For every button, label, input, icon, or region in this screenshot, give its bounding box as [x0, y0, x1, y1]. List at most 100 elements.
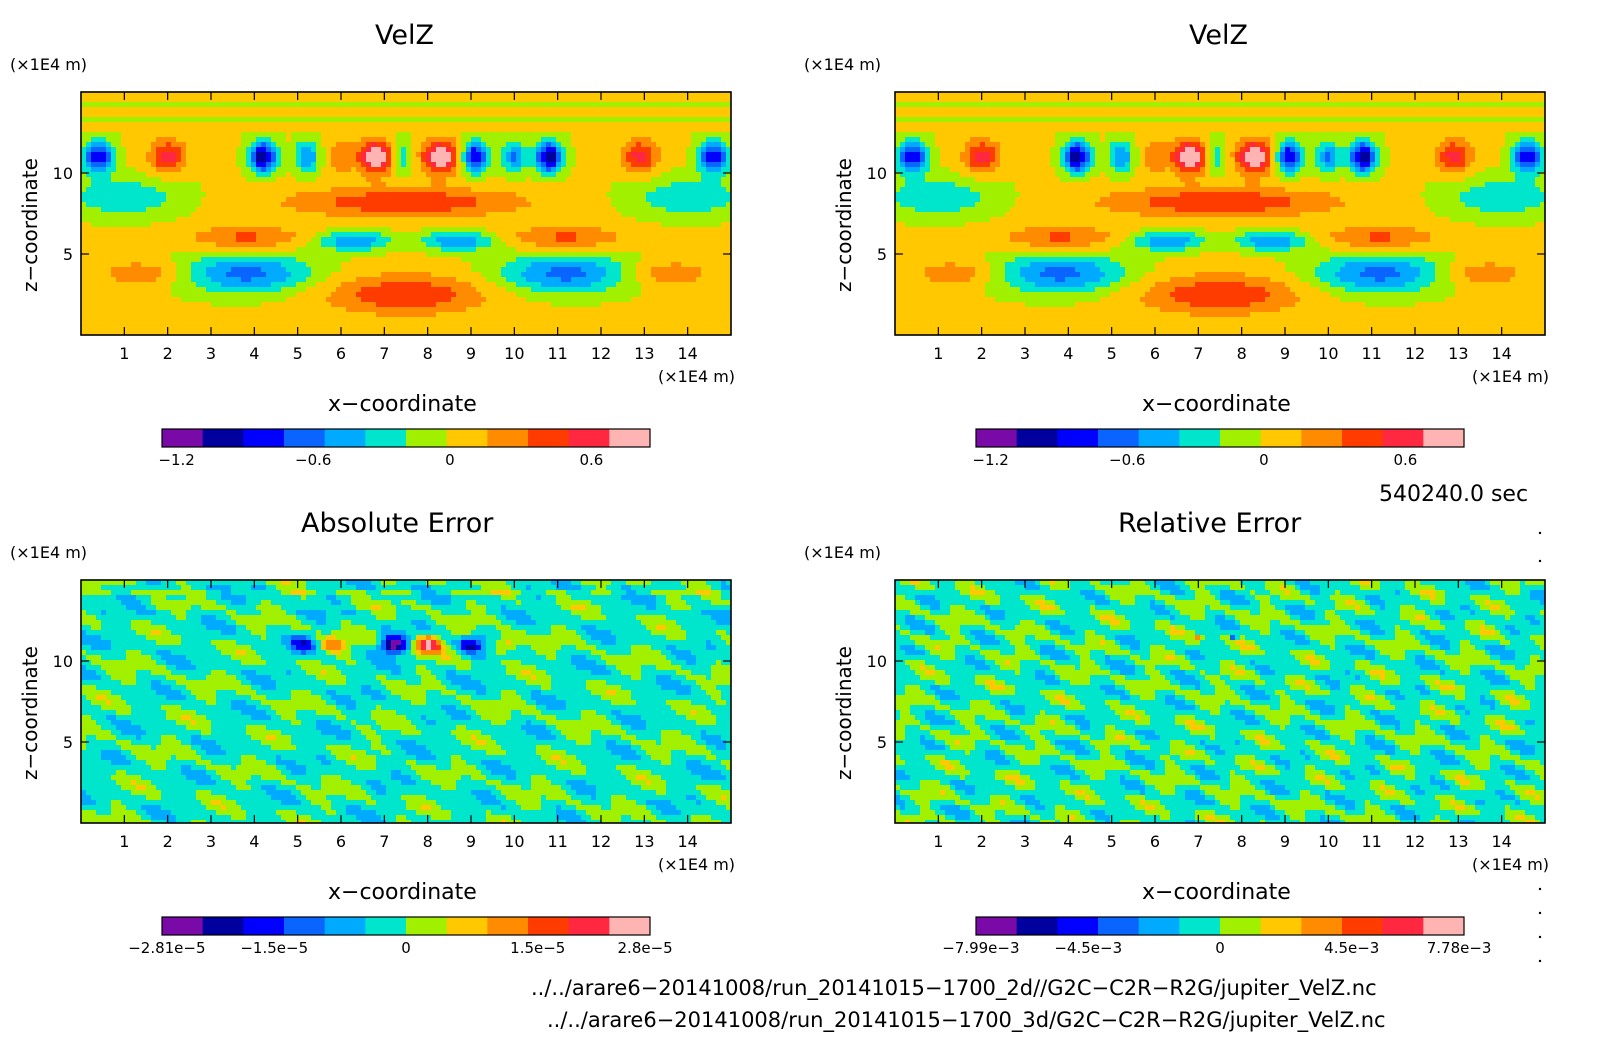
contour-cell: [106, 147, 112, 153]
contour-cell: [266, 152, 272, 158]
contour-cell: [1085, 147, 1091, 153]
contour-cell: [1505, 675, 1511, 681]
contour-cell: [1360, 157, 1371, 163]
x-tick-label: 6: [1150, 344, 1160, 363]
contour-cell: [905, 735, 921, 741]
contour-cell: [201, 745, 222, 751]
contour-cell: [86, 735, 97, 741]
contour-cell: [935, 630, 946, 636]
contour-cell: [336, 202, 477, 208]
contour-cell: [476, 690, 487, 696]
contour-cell: [726, 152, 731, 158]
colorbar-swatch: [1016, 429, 1058, 447]
contour-cell: [461, 132, 572, 138]
contour-cell: [641, 257, 731, 263]
contour-cell: [975, 715, 986, 721]
contour-cell: [1005, 810, 1031, 816]
contour-cell: [271, 705, 337, 711]
contour-cell: [651, 162, 657, 168]
contour-cell: [696, 152, 702, 158]
contour-cell: [1020, 287, 1096, 293]
colorbar-tick-label: 0.6: [1394, 451, 1418, 469]
x-unit-label: (×1E4 m): [1472, 855, 1550, 874]
contour-cell: [1145, 292, 1171, 298]
contour-cell: [556, 137, 572, 143]
contour-cell: [1525, 615, 1536, 621]
contour-cell: [171, 257, 202, 263]
contour-cell: [111, 162, 117, 168]
contour-cell: [1050, 740, 1056, 746]
contour-cell: [1200, 147, 1206, 153]
contour-cell: [81, 247, 297, 253]
contour-cell: [1525, 765, 1545, 771]
contour-cell: [416, 780, 432, 786]
contour-cell: [251, 630, 267, 636]
contour-cell: [316, 152, 327, 158]
contour-cell: [1295, 302, 1366, 308]
contour-cell: [431, 605, 467, 611]
contour-cell: [925, 665, 936, 671]
contour-cell: [1500, 147, 1511, 153]
contour-cell: [281, 147, 297, 153]
contour-cell: [1355, 665, 1386, 671]
contour-cell: [895, 765, 936, 771]
contour-cell: [1435, 262, 1451, 268]
contour-cell: [1065, 610, 1091, 616]
contour-cell: [456, 705, 472, 711]
contour-cell: [311, 635, 317, 641]
contour-cell: [616, 765, 637, 771]
contour-cell: [711, 815, 731, 821]
contour-cell: [626, 590, 637, 596]
contour-cell: [261, 740, 292, 746]
contour-cell: [251, 715, 272, 721]
contour-cell: [920, 605, 931, 611]
contour-cell: [226, 272, 267, 278]
contour-cell: [1490, 605, 1501, 611]
contour-cell: [416, 600, 432, 606]
contour-cell: [441, 640, 447, 646]
contour-cell: [271, 167, 277, 173]
contour-cell: [576, 232, 617, 238]
contour-cell: [1230, 635, 1236, 641]
contour-cell: [581, 635, 592, 641]
contour-cell: [1065, 645, 1121, 651]
contour-cell: [591, 650, 607, 656]
contour-cell: [81, 212, 192, 218]
contour-cell: [1060, 780, 1071, 786]
contour-cell: [1185, 650, 1201, 656]
contour-cell: [1205, 760, 1216, 766]
contour-cell: [1520, 137, 1536, 143]
contour-cell: [316, 282, 342, 288]
contour-cell: [1075, 750, 1091, 756]
contour-cell: [1290, 247, 1331, 253]
contour-cell: [696, 157, 702, 163]
contour-cell: [131, 760, 147, 766]
contour-cell: [551, 675, 632, 681]
contour-cell: [671, 755, 707, 761]
contour-cell: [940, 700, 971, 706]
contour-cell: [251, 142, 257, 148]
contour-cell: [86, 630, 137, 636]
contour-cell: [935, 740, 946, 746]
contour-cell: [636, 775, 647, 781]
contour-cell: [396, 580, 427, 586]
contour-cell: [1430, 685, 1441, 691]
contour-cell: [985, 257, 1016, 263]
contour-cell: [1195, 665, 1221, 671]
contour-cell: [1040, 580, 1051, 586]
contour-cell: [316, 675, 347, 681]
contour-cell: [1175, 207, 1266, 213]
contour-cell: [191, 735, 202, 741]
contour-cell: [116, 152, 127, 158]
contour-cell: [396, 147, 402, 153]
contour-cell: [1075, 795, 1086, 801]
contour-cell: [461, 167, 467, 173]
contour-cell: [356, 725, 372, 731]
contour-cell: [601, 227, 731, 233]
contour-cell: [1210, 755, 1236, 761]
contour-cell: [975, 810, 996, 816]
contour-cell: [1540, 152, 1545, 158]
contour-cell: [940, 695, 961, 701]
x-tick-label: 14: [677, 832, 697, 851]
contour-cell: [990, 267, 1006, 273]
